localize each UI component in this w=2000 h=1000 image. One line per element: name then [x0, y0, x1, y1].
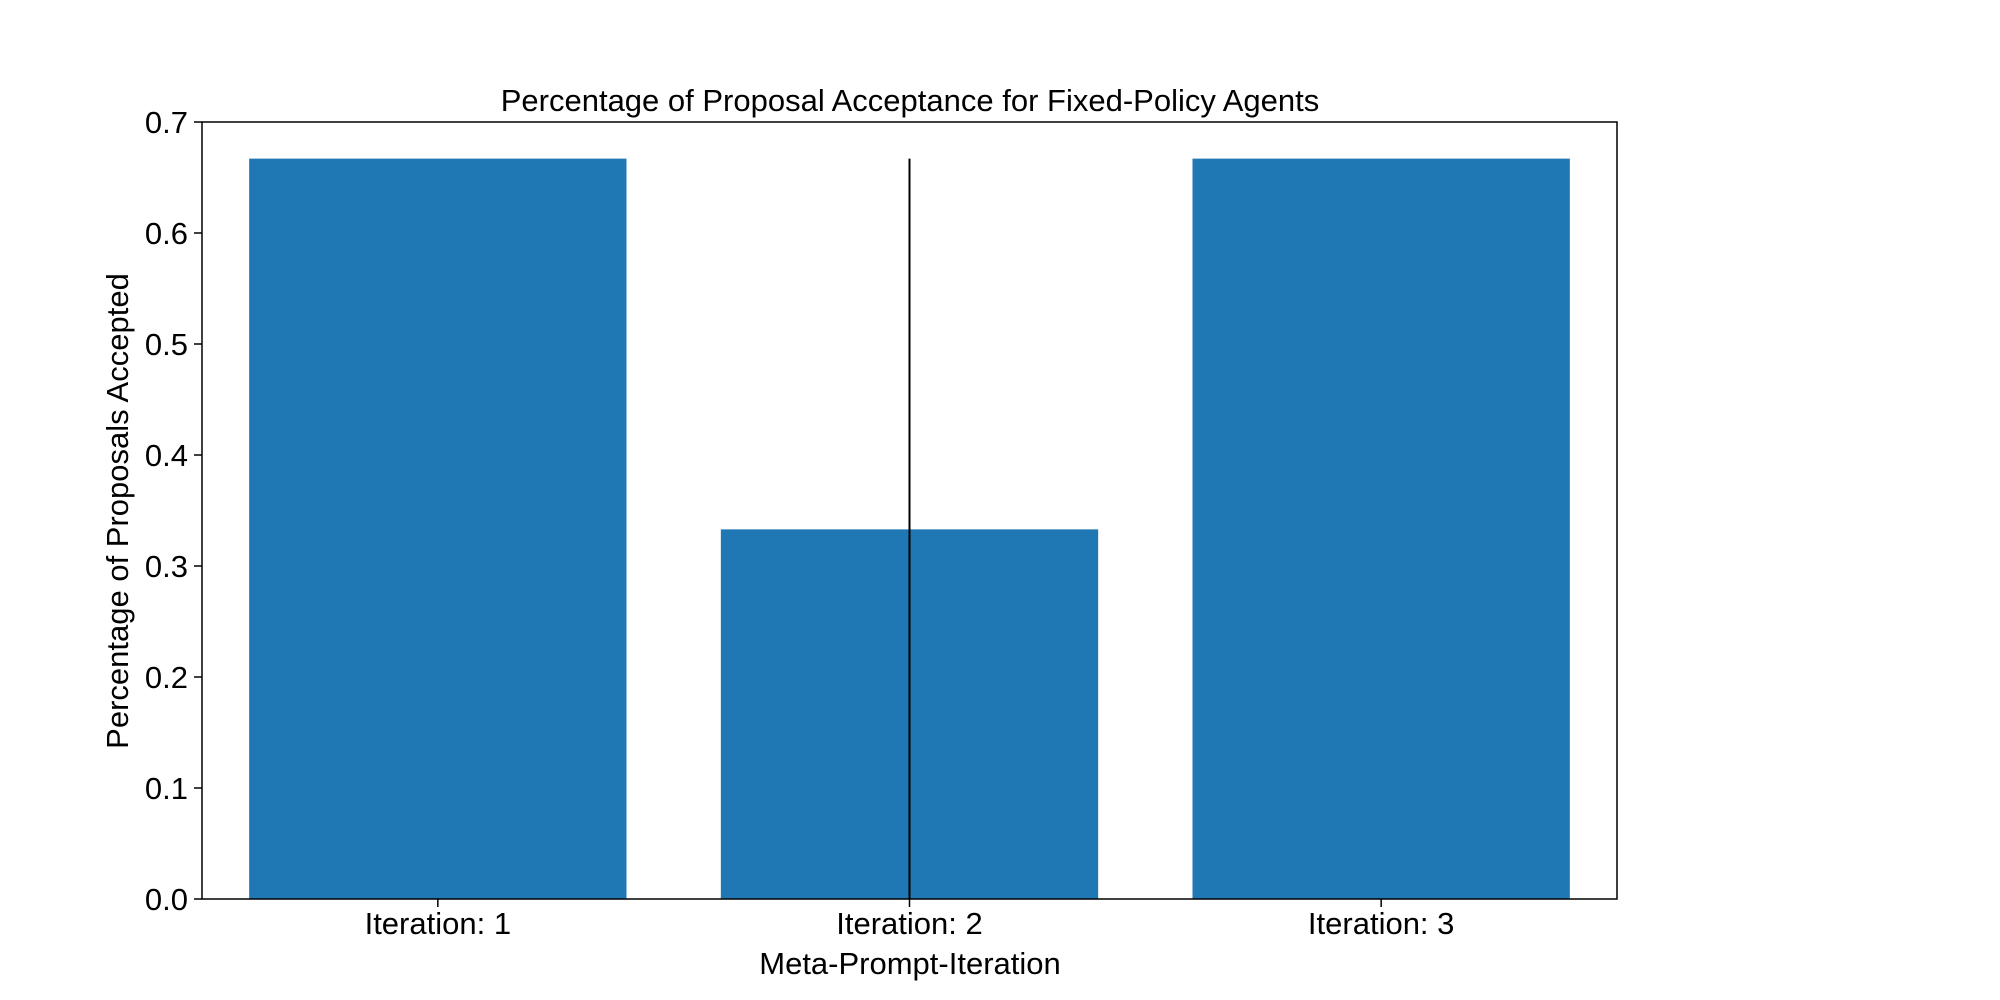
y-tick-label: 0.0	[145, 882, 188, 917]
x-axis: Iteration: 1 Iteration: 2 Iteration: 3	[365, 899, 1454, 941]
y-tick-label: 0.2	[145, 660, 188, 695]
y-tick-label: 0.1	[145, 771, 188, 806]
x-tick-label: Iteration: 2	[836, 906, 982, 941]
bar-3	[1192, 158, 1570, 899]
y-tick-label: 0.7	[145, 105, 188, 140]
chart-title: Percentage of Proposal Acceptance for Fi…	[501, 83, 1320, 118]
y-tick-label: 0.4	[145, 438, 188, 473]
x-tick-label: Iteration: 3	[1308, 906, 1454, 941]
y-tick-label: 0.3	[145, 549, 188, 584]
x-tick-label: Iteration: 1	[365, 906, 511, 941]
y-tick-label: 0.6	[145, 216, 188, 251]
bar-1	[249, 158, 627, 899]
y-tick-label: 0.5	[145, 327, 188, 362]
x-axis-label: Meta-Prompt-Iteration	[759, 946, 1061, 981]
y-axis-label: Percentage of Proposals Accepted	[100, 273, 135, 749]
y-axis: 0.0 0.1 0.2 0.3 0.4 0.5 0.6 0.7	[145, 105, 202, 917]
